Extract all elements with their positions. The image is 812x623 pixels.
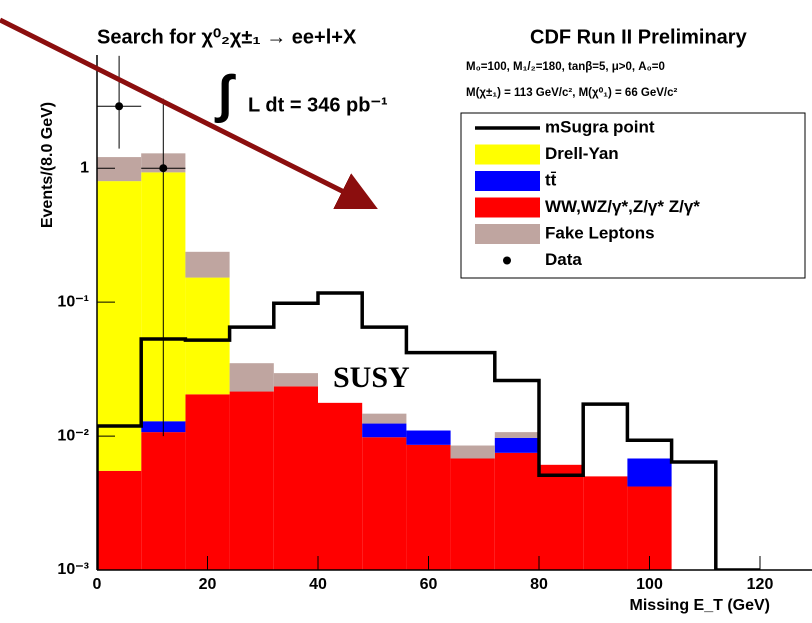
x-axis-label: Missing E_T (GeV) [630, 597, 770, 614]
legend-box [460, 112, 806, 279]
lumi: L dt = 346 pb⁻¹ [248, 94, 388, 116]
x-tick-label: 80 [530, 576, 548, 593]
signal-line [97, 291, 760, 570]
legend-label: Drell-Yan [545, 144, 619, 163]
legend-swatch [475, 197, 540, 218]
experiment: CDF Run II Preliminary [530, 26, 748, 48]
y-tick-label: 1 [80, 159, 89, 176]
legend-label: WW,WZ/γ*,Z/γ* Z/γ* [545, 197, 700, 216]
y-tick-label: 10⁻¹ [57, 293, 89, 310]
legend-label: Data [545, 250, 582, 269]
bar-segment [185, 394, 230, 570]
title: Search for χ⁰₂χ±₁ → ee+l+X [97, 26, 357, 48]
bar-segment [583, 476, 628, 570]
bar-segment [406, 430, 451, 445]
bar-segment [362, 413, 407, 424]
parameters: M(χ±₁) = 113 GeV/c², M(χ⁰₁) = 66 GeV/c² [466, 86, 678, 99]
arrow [0, 17, 378, 209]
bar-segment [539, 464, 584, 570]
data-point [159, 164, 168, 173]
x-tick-label: 20 [199, 576, 217, 593]
bar-segment [273, 373, 318, 387]
y-axis-label: Events/(8.0 GeV) [39, 102, 56, 228]
x-tick-label: 120 [747, 576, 774, 593]
bar-segment [185, 277, 230, 395]
bar-segment [450, 445, 495, 459]
legend-label: Fake Leptons [545, 223, 655, 242]
bar-segment [273, 386, 318, 570]
bar-segment [494, 432, 539, 438]
legend-swatch [475, 224, 540, 244]
bar-segment [362, 423, 407, 438]
bar-segment [97, 470, 142, 570]
bar-segment [141, 432, 186, 570]
bar-segment [229, 363, 274, 392]
legend-swatch [503, 256, 511, 265]
bar-segment [362, 437, 407, 570]
legend-label: mSugra point [545, 117, 655, 136]
bar-segment [229, 391, 274, 570]
data-point [115, 102, 124, 111]
bar-segment [494, 437, 539, 453]
bar-segment [185, 251, 230, 278]
bar-segment [627, 458, 672, 487]
bar-segment [318, 402, 363, 570]
bar-segment [494, 452, 539, 570]
y-tick-label: 10⁻³ [57, 561, 89, 578]
parameters: M₀=100, M₁/₂=180, tanβ=5, μ>0, A₀=0 [466, 61, 665, 73]
x-tick-label: 60 [420, 576, 438, 593]
x-tick-label: 40 [309, 576, 327, 593]
x-tick-label: 0 [93, 576, 102, 593]
y-tick-label: 10⁻² [57, 427, 89, 444]
bar-segment [406, 444, 451, 570]
lumi-symbol: ∫ [214, 66, 236, 124]
annotation: SUSY [333, 361, 410, 394]
bar-segment [97, 181, 142, 471]
bar-segment [97, 157, 142, 182]
x-tick-label: 100 [636, 576, 663, 593]
legend-swatch [475, 171, 540, 191]
legend-label: tt̄ [545, 170, 557, 189]
bar-segment [450, 458, 495, 570]
legend-swatch [475, 144, 540, 165]
